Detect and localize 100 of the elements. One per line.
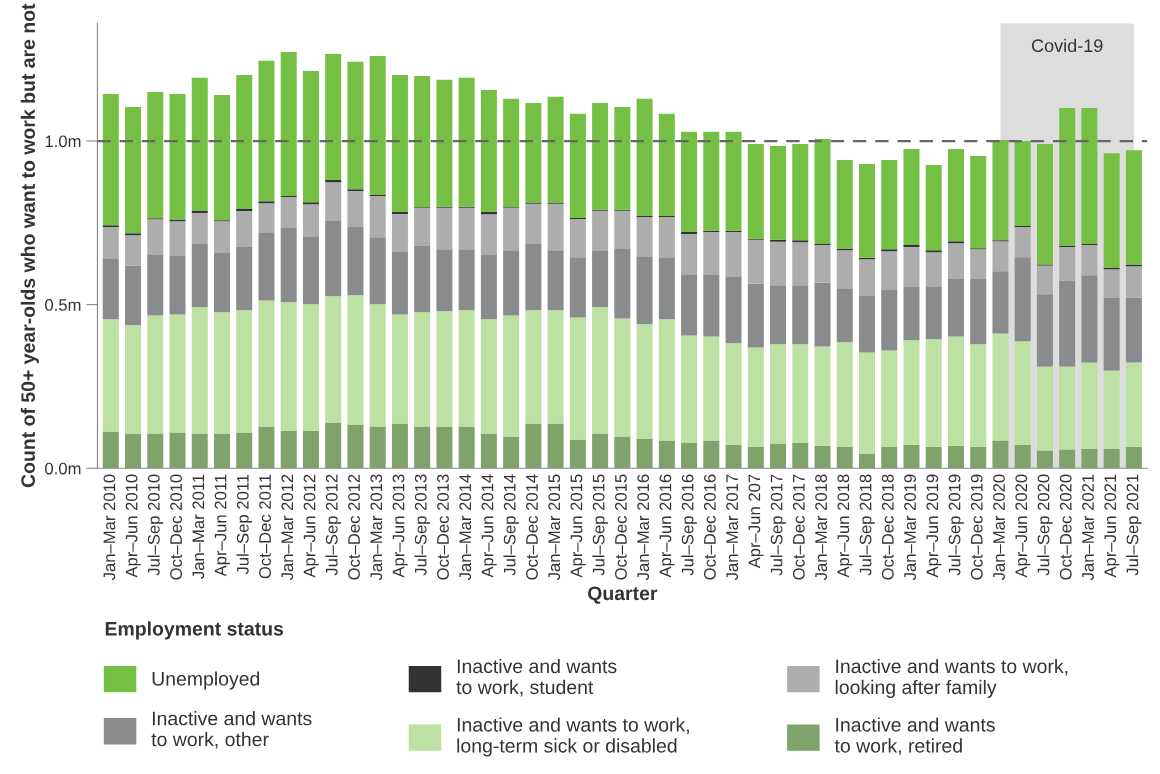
bar — [347, 295, 364, 425]
x-tick-label: Jan–Mar 2017 — [726, 474, 739, 581]
bar — [925, 164, 942, 251]
x-tick-label: Jul–Sep 2020 — [1037, 474, 1053, 576]
bar — [681, 442, 698, 469]
bar — [236, 432, 253, 469]
bar — [858, 259, 875, 296]
x-tick-label: Oct–Dec 2020 — [1059, 474, 1072, 580]
bar — [302, 430, 319, 469]
bar — [970, 249, 987, 280]
bar — [636, 324, 653, 439]
bar — [569, 317, 586, 440]
bar — [836, 250, 853, 289]
x-tick-label: Oct–Dec 2013 — [437, 474, 449, 580]
bar — [147, 91, 164, 219]
bar — [525, 243, 542, 311]
bar — [881, 289, 898, 351]
x-tick-label: Jul–Sep 2019 — [948, 474, 964, 576]
bar — [1125, 362, 1142, 447]
bar — [1103, 370, 1120, 449]
bar — [1059, 449, 1076, 469]
bar — [480, 214, 497, 255]
bar — [970, 156, 987, 249]
bar — [436, 311, 453, 427]
bar — [102, 319, 119, 432]
bar — [658, 440, 675, 469]
bar — [436, 426, 453, 469]
bar — [1014, 444, 1031, 469]
bar — [592, 210, 609, 251]
bar — [881, 446, 898, 469]
legend-label: Unemployed — [152, 671, 260, 690]
bar — [480, 319, 497, 434]
bar — [325, 422, 342, 469]
bar — [503, 315, 520, 437]
bar — [1125, 266, 1142, 298]
bar — [903, 247, 920, 287]
bar — [947, 336, 964, 446]
bar — [992, 440, 1009, 469]
bar — [125, 106, 142, 234]
x-tick-label: Jan–Mar 2021 — [1082, 474, 1094, 581]
bar — [169, 314, 186, 433]
bar — [814, 245, 831, 283]
bar — [436, 207, 453, 250]
bar — [970, 446, 987, 469]
bar — [747, 283, 764, 348]
bar — [592, 250, 609, 308]
bar — [213, 221, 230, 253]
bar — [414, 426, 431, 469]
bar — [369, 55, 386, 196]
bar — [747, 143, 764, 239]
bar — [102, 431, 119, 469]
bar — [970, 279, 987, 345]
x-tick-label: Apr–Jun 2013 — [392, 474, 408, 578]
x-tick-label: Jul–Sep 2012 — [325, 474, 341, 576]
x-tick-label: Jan–Mar 2012 — [281, 474, 294, 581]
legend-label: Inactive and wants to work, retired — [834, 717, 995, 755]
bar — [1081, 362, 1098, 449]
y-tick-label: 1.0m — [45, 135, 81, 148]
bar — [236, 247, 253, 311]
bar — [725, 343, 742, 445]
bar — [503, 436, 520, 469]
x-tick-label: Jul–Sep 2017 — [770, 474, 786, 576]
bar — [169, 432, 186, 469]
x-tick-label: Jan–Mar 2018 — [815, 474, 827, 581]
bar — [347, 424, 364, 469]
bar — [925, 339, 942, 447]
bar — [102, 258, 119, 320]
bar — [681, 274, 698, 336]
bar — [547, 203, 564, 251]
bar — [1036, 366, 1053, 451]
x-tick-label: Apr–Jun 207 — [748, 474, 764, 569]
bar — [770, 285, 787, 345]
bar — [614, 436, 631, 469]
bar — [280, 52, 297, 196]
bar — [369, 426, 386, 469]
bar — [525, 423, 542, 469]
bar — [814, 346, 831, 446]
x-tick-label: Jan–Mar 2014 — [459, 474, 472, 581]
x-tick-label: Apr–Jun 2021 — [1104, 474, 1120, 578]
bar — [947, 148, 964, 242]
bar — [191, 213, 208, 245]
bar — [903, 148, 920, 246]
bar — [147, 433, 164, 469]
bar — [1059, 107, 1076, 247]
bar — [280, 430, 297, 469]
bar — [792, 285, 809, 345]
bar — [458, 426, 475, 469]
bar — [836, 288, 853, 343]
bar — [213, 94, 230, 221]
bar — [681, 131, 698, 232]
bar — [369, 237, 386, 305]
bar — [436, 249, 453, 312]
bar — [414, 208, 431, 247]
bar — [325, 220, 342, 297]
bar — [102, 227, 119, 259]
bar — [280, 196, 297, 229]
bar — [903, 444, 920, 469]
bar — [770, 241, 787, 286]
bar — [458, 310, 475, 427]
bar — [503, 98, 520, 208]
